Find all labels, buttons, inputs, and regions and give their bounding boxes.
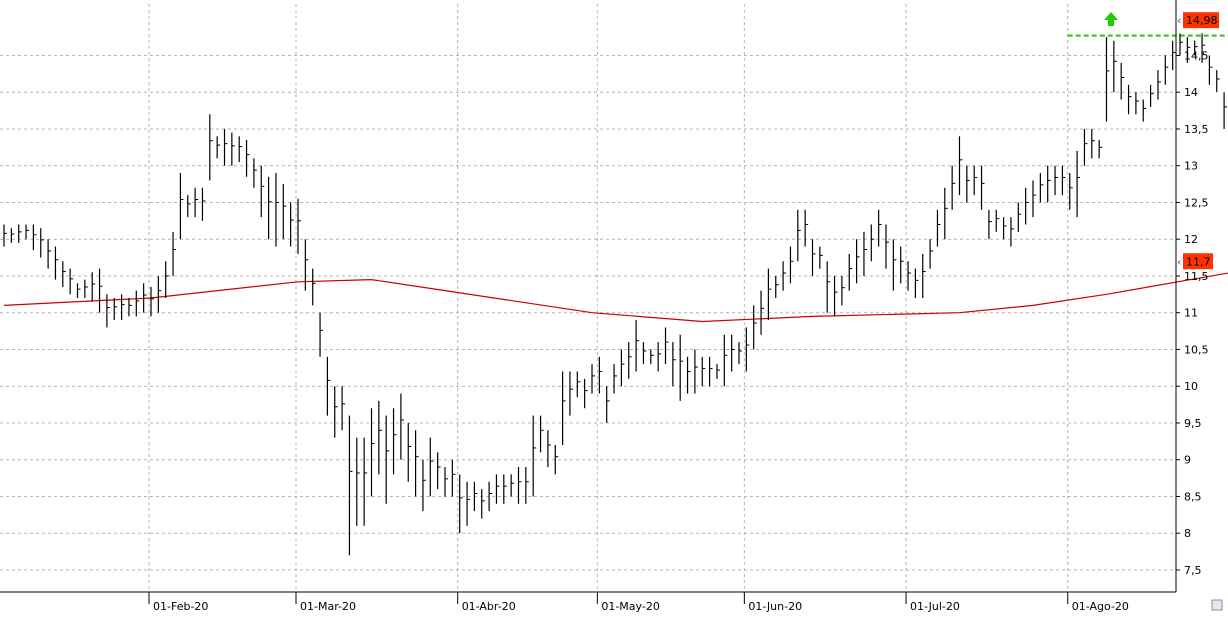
y-tick-label: 11,5	[1184, 270, 1209, 283]
y-tick-label: 9	[1184, 454, 1191, 467]
moving-average-line	[3, 272, 1228, 323]
y-tick-label: 14	[1184, 86, 1198, 99]
x-tick-label: 01-Ago-20	[1072, 600, 1129, 613]
y-tick-label: 8	[1184, 527, 1191, 540]
ma-pointer: ‹	[1177, 255, 1181, 268]
x-tick-label: 01-Feb-20	[153, 600, 208, 613]
y-tick-label: 10	[1184, 380, 1198, 393]
last-price-pointer: ‹	[1177, 14, 1181, 27]
price-bars	[3, 33, 1228, 556]
y-tick-label: 7,5	[1184, 564, 1202, 577]
y-tick-label: 12	[1184, 233, 1198, 246]
moving-average	[3, 272, 1228, 323]
up-arrow-icon	[1104, 12, 1118, 26]
y-tick-label: 14,5	[1184, 49, 1209, 62]
y-tick-label: 8,5	[1184, 490, 1202, 503]
ma-label: 11,7	[1186, 255, 1211, 268]
y-tick-label: 12,5	[1184, 196, 1209, 209]
x-tick-label: 01-Abr-20	[462, 600, 516, 613]
y-tick-label: 10,5	[1184, 343, 1209, 356]
y-tick-label: 13	[1184, 160, 1198, 173]
x-tick-label: 01-Jul-20	[910, 600, 960, 613]
x-tick-label: 01-May-20	[601, 600, 659, 613]
last-price-label: 14,98	[1186, 14, 1218, 27]
x-tick-label: 01-Mar-20	[300, 600, 356, 613]
y-tick-label: 13,5	[1184, 123, 1209, 136]
grid	[0, 4, 1176, 592]
corner-icon	[1211, 599, 1223, 611]
annotations	[1104, 12, 1118, 26]
last-price-badge	[1183, 12, 1219, 29]
ma-badge	[1183, 253, 1213, 270]
y-tick-label: 11	[1184, 307, 1198, 320]
y-tick-label: 9,5	[1184, 417, 1202, 430]
x-tick-label: 01-Jun-20	[748, 600, 802, 613]
